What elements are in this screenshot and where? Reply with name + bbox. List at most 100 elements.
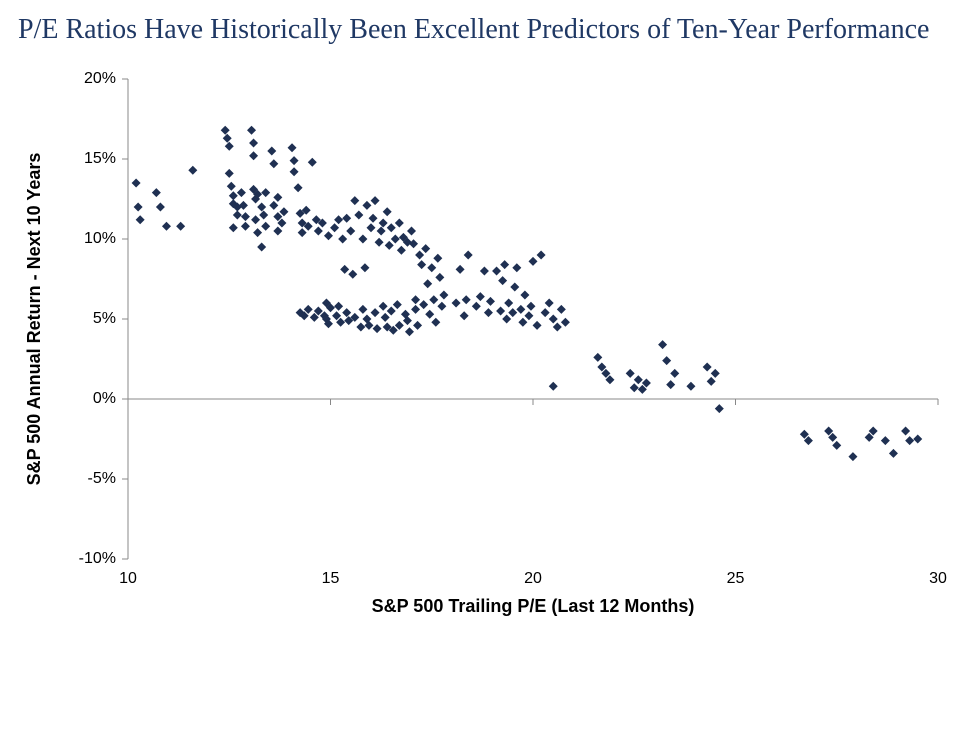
x-tick-label: 10 (119, 570, 137, 587)
data-point (518, 318, 527, 327)
data-point (273, 227, 282, 236)
x-tick-label: 20 (524, 570, 542, 587)
x-tick-label: 25 (727, 570, 745, 587)
data-point (338, 235, 347, 244)
data-point (350, 196, 359, 205)
data-point (267, 147, 276, 156)
data-point (456, 265, 465, 274)
data-point (379, 302, 388, 311)
data-point (905, 436, 914, 445)
data-point (480, 267, 489, 276)
data-point (832, 441, 841, 450)
data-point (330, 223, 339, 232)
data-point (498, 276, 507, 285)
data-point (464, 251, 473, 260)
data-point (249, 151, 258, 160)
data-point (703, 363, 712, 372)
data-point (241, 222, 250, 231)
data-point (630, 383, 639, 392)
data-point (492, 267, 501, 276)
data-point (348, 270, 357, 279)
data-point (431, 318, 440, 327)
data-point (288, 143, 297, 152)
data-point (257, 203, 266, 212)
data-point (411, 305, 420, 314)
data-point (395, 219, 404, 228)
data-point (225, 169, 234, 178)
data-point (188, 166, 197, 175)
data-point (397, 246, 406, 255)
data-point (387, 307, 396, 316)
data-point (251, 215, 260, 224)
data-point (298, 228, 307, 237)
data-point (533, 321, 542, 330)
data-point (881, 436, 890, 445)
data-point (176, 222, 185, 231)
data-point (439, 291, 448, 300)
data-point (516, 305, 525, 314)
data-point (626, 369, 635, 378)
data-point (290, 167, 299, 176)
data-point (229, 223, 238, 232)
data-point (512, 263, 521, 272)
data-point (658, 340, 667, 349)
data-point (375, 238, 384, 247)
data-point (221, 126, 230, 135)
data-point (261, 222, 270, 231)
data-point (279, 207, 288, 216)
data-point (545, 299, 554, 308)
data-point (259, 211, 268, 220)
data-point (358, 305, 367, 314)
data-point (269, 201, 278, 210)
data-point (889, 449, 898, 458)
data-point (520, 291, 529, 300)
data-point (385, 241, 394, 250)
chart-svg: -10%-5%0%5%10%15%20%1015202530 (18, 59, 948, 619)
data-point (529, 257, 538, 266)
data-point (460, 311, 469, 320)
y-tick-label: 0% (93, 390, 116, 407)
data-point (634, 375, 643, 384)
data-point (425, 310, 434, 319)
data-point (452, 299, 461, 308)
data-point (294, 183, 303, 192)
y-tick-label: 10% (84, 230, 116, 247)
data-point (413, 321, 422, 330)
x-tick-label: 15 (322, 570, 340, 587)
data-point (502, 315, 511, 324)
data-point (373, 324, 382, 333)
x-axis-title: S&P 500 Trailing P/E (Last 12 Months) (372, 596, 695, 617)
data-point (417, 260, 426, 269)
data-point (387, 223, 396, 232)
data-points (132, 126, 923, 461)
data-point (356, 323, 365, 332)
data-point (484, 308, 493, 317)
chart-title: P/E Ratios Have Historically Been Excell… (18, 12, 957, 47)
data-point (346, 227, 355, 236)
data-point (537, 251, 546, 260)
data-point (273, 193, 282, 202)
data-point (848, 452, 857, 461)
data-point (508, 308, 517, 317)
data-point (371, 308, 380, 317)
data-point (415, 251, 424, 260)
data-point (261, 188, 270, 197)
data-point (549, 315, 558, 324)
data-point (391, 235, 400, 244)
data-point (435, 273, 444, 282)
data-point (324, 231, 333, 240)
data-point (553, 323, 562, 332)
data-point (496, 307, 505, 316)
data-point (249, 139, 258, 148)
data-point (421, 244, 430, 253)
data-point (227, 182, 236, 191)
data-point (379, 219, 388, 228)
data-point (526, 302, 535, 311)
data-point (686, 382, 695, 391)
data-point (308, 158, 317, 167)
data-point (269, 159, 278, 168)
data-point (524, 311, 533, 320)
data-point (405, 327, 414, 336)
data-point (500, 260, 509, 269)
data-point (711, 369, 720, 378)
